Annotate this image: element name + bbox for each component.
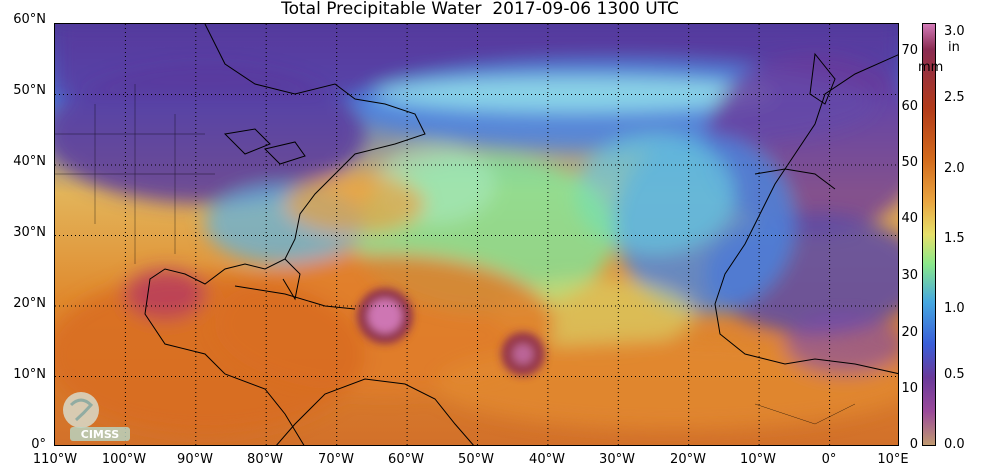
lat-label: 0° (31, 437, 46, 452)
lon-label: 0° (821, 452, 837, 467)
colorbar-mm-tick: 50 (901, 155, 918, 170)
colorbar-mm-tick: 60 (901, 99, 918, 114)
colorbar-in-tick: 0.0 (944, 437, 965, 452)
lon-label: 10°W (740, 452, 776, 467)
lat-label: 30°N (13, 225, 46, 240)
colorbar-mm-tick: 20 (901, 325, 918, 340)
colorbar-in-tick: 1.5 (944, 231, 965, 246)
lon-label: 40°W (529, 452, 565, 467)
map-title: Total Precipitable Water 2017-09-06 1300… (281, 0, 679, 19)
cimss-logo: CIMSS (56, 385, 136, 445)
lon-label: 110°W (32, 452, 78, 467)
colorbar (922, 23, 936, 446)
tpw-map[interactable] (54, 23, 899, 446)
colorbar-mm-tick: 40 (901, 211, 918, 226)
colorbar-in-tick: 1.0 (944, 301, 965, 316)
lon-label: 100°W (101, 452, 147, 467)
lat-label: 60°N (13, 12, 46, 27)
lat-label: 40°N (13, 154, 46, 169)
lat-label: 50°N (13, 83, 46, 98)
lat-label: 20°N (13, 296, 46, 311)
colorbar-in-unit: in (948, 40, 960, 55)
colorbar-in-tick: 3.0 (944, 24, 965, 39)
lat-label: 10°N (13, 367, 46, 382)
colorbar-in-tick: 2.0 (944, 161, 965, 176)
lon-label: 70°W (318, 452, 354, 467)
colorbar-mm-tick: 70 (901, 43, 918, 58)
lon-label: 90°W (177, 452, 213, 467)
graticule (55, 24, 898, 445)
colorbar-mm-tick: 0 (909, 437, 918, 452)
colorbar-in-tick: 0.5 (944, 367, 965, 382)
lon-label: 30°W (599, 452, 635, 467)
colorbar-mm-unit: mm (918, 60, 944, 75)
colorbar-mm-tick: 10 (901, 381, 918, 396)
lon-label: 20°W (670, 452, 706, 467)
cimss-logo-text: CIMSS (81, 428, 120, 441)
lon-label: 60°W (388, 452, 424, 467)
colorbar-in-tick: 2.5 (944, 90, 965, 105)
tpw-field (55, 24, 898, 445)
lon-label: 50°W (458, 452, 494, 467)
lon-label: 80°W (247, 452, 283, 467)
lon-label: 10°E (877, 452, 909, 467)
colorbar-mm-tick: 30 (901, 268, 918, 283)
